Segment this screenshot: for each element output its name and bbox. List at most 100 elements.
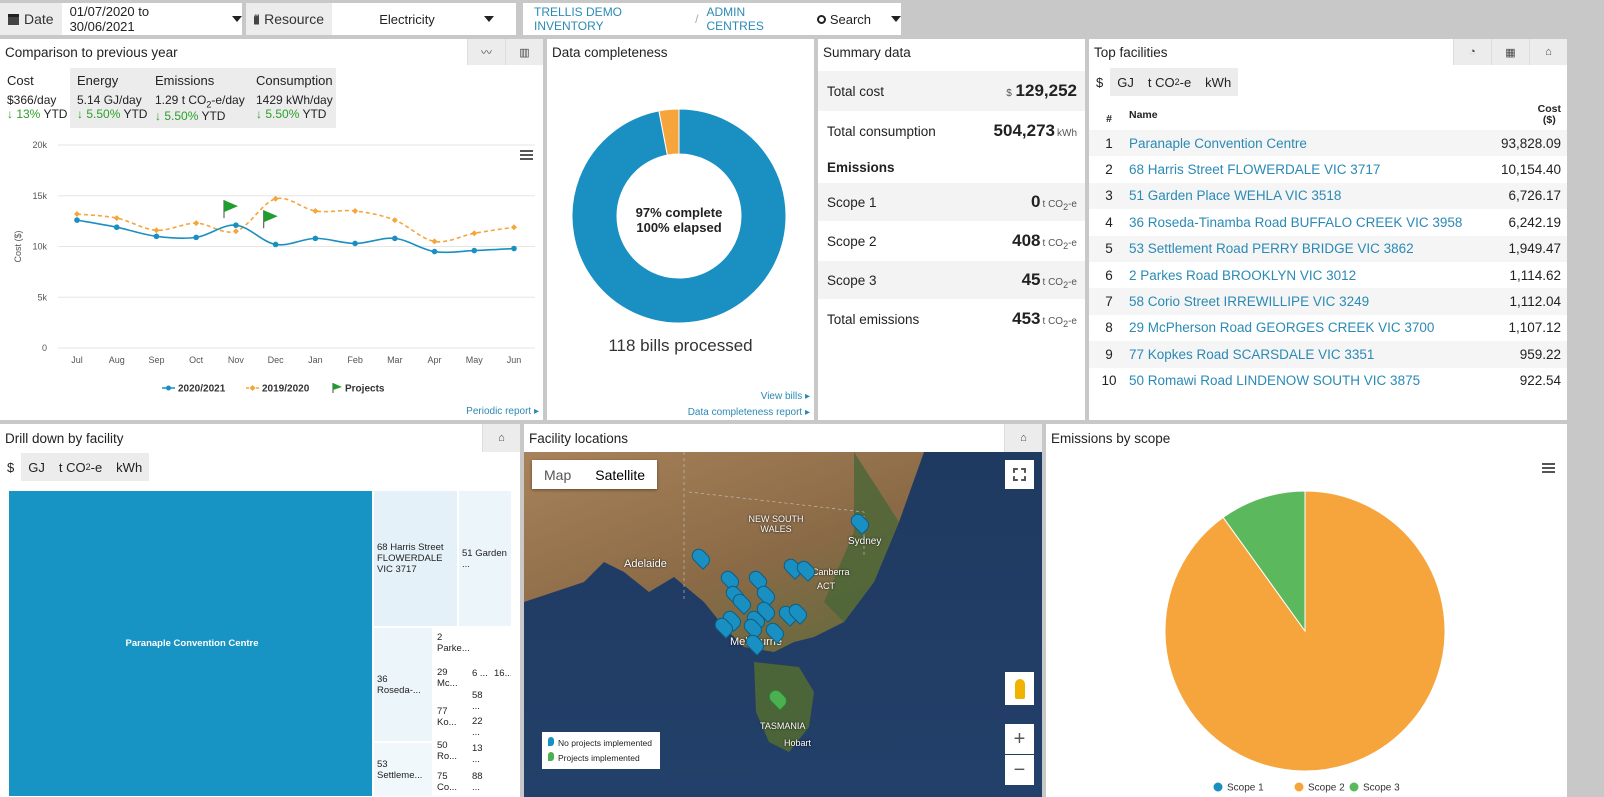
table-row[interactable]: 9 77 Kopkes Road SCARSDALE VIC 3351 959.22 [1089,341,1567,368]
green-pin-icon [548,752,554,761]
treemap-cell[interactable] [490,714,512,740]
breadcrumb-admin-centres[interactable]: ADMIN CENTRES [706,5,764,33]
legend-marker [1349,782,1359,792]
treemap-cell[interactable] [490,767,512,797]
resource-value[interactable]: Electricity [379,11,435,27]
total-emissions-label: Total emissions [827,311,920,327]
series-line [76,197,515,243]
tab-co2e[interactable]: t CO 2 -e [58,459,103,475]
zoom-in-button[interactable]: + [1005,724,1034,754]
zoom-out-button[interactable]: − [1005,755,1034,785]
treemap-cell[interactable] [490,740,512,767]
facility-link[interactable]: 58 Corio Street IRREWILLIPE VIC 3249 [1129,294,1370,310]
chart-menu-icon[interactable] [520,150,533,160]
date-range-value[interactable]: 01/07/2020 to 30/06/2021 [69,4,150,34]
facility-link[interactable]: Paranaple Convention Centre [1129,135,1307,151]
treemap-cell[interactable]: 16... [490,658,512,688]
bar-chart-icon[interactable]: ▥ [505,39,543,65]
periodic-report-link[interactable]: Periodic report ▸ [466,406,539,417]
completeness-donut[interactable] [571,108,787,324]
home-icon[interactable]: ⌂ [1004,424,1042,452]
treemap-cell[interactable]: 29 Mc... [433,658,468,698]
view-bills-link[interactable]: View bills ▸ [760,391,810,402]
chevron-down-icon[interactable] [891,16,902,22]
table-row[interactable]: 10 50 Romawi Road LINDENOW SOUTH VIC 3875… [1089,368,1567,394]
treemap-cell[interactable]: 77 Ko... [433,698,468,735]
data-point [233,222,239,228]
tab-co2e[interactable]: t CO 2 -e [1147,74,1192,90]
treemap-cell[interactable]: 22 ... [468,714,490,740]
table-row[interactable]: 8 29 McPherson Road GEORGES CREEK VIC 370… [1089,315,1567,341]
data-point [431,238,438,245]
treemap-cell[interactable] [490,688,512,714]
map-button[interactable]: Map [544,466,572,483]
facility-link[interactable]: 53 Settlement Road PERRY BRIDGE VIC 3862 [1129,241,1414,257]
chart-menu-icon[interactable] [1542,463,1555,473]
facility-link[interactable]: 68 Harris Street FLOWERDALE VIC 3717 [1129,162,1381,178]
fullscreen-button[interactable] [1005,460,1034,489]
treemap-cell[interactable]: 2 Parke... [433,627,473,658]
pie-chart-icon[interactable]: ◔ [1453,39,1491,65]
tab-kwh[interactable]: kWh [116,459,143,475]
treemap-cell[interactable]: Paranaple Convention Centre [8,490,373,797]
chevron-down-icon[interactable] [484,16,494,22]
facility-link[interactable]: 50 Romawi Road LINDENOW SOUTH VIC 3875 [1129,373,1421,389]
table-row[interactable]: 3 51 Garden Place WEHLA VIC 3518 6,726.17 [1089,182,1567,210]
treemap-cell[interactable]: 13 ... [468,740,490,767]
series-line [76,219,515,254]
home-icon[interactable]: ⌂ [482,424,520,452]
grid-icon[interactable]: ▦ [1491,39,1529,65]
date-filter[interactable]: Date 01/07/2020 to 30/06/2021 [0,3,242,35]
cost-cell: 959.22 [1494,341,1567,368]
table-row[interactable]: 2 68 Harris Street FLOWERDALE VIC 3717 10,… [1089,156,1567,182]
cost-line-chart[interactable]: 0 5k 10k 15k 20k Cost ($) Jul Aug Sep Oct Nov Dec Ja… [0,135,543,400]
table-row[interactable]: 4 36 Roseda-Tinamba Road BUFFALO CREEK VI… [1089,209,1567,235]
chevron-down-icon[interactable] [232,16,242,22]
satellite-button[interactable]: Satellite [595,466,646,483]
treemap-cell[interactable]: 36 Roseda-... [373,627,433,742]
search-button[interactable]: Search [829,11,872,27]
treemap-cell[interactable] [473,627,512,658]
kpi-consumption[interactable]: Consumption 1429 kWh/day ↓ 5.50% YTD [251,68,336,128]
treemap-cell[interactable]: 75 Co... [433,767,468,797]
kpi-cost[interactable]: Cost $366/day ↓ 13% YTD [0,68,70,128]
resource-label-box: Resource [246,3,332,35]
satellite-map[interactable]: Map Satellite + − NEW SOUTH WALES Sydney… [524,452,1042,797]
resource-filter[interactable]: Resource Electricity [246,3,516,35]
kpi-emissions[interactable]: Emissions 1.29 t CO2-e/day ↓ 5.50% YTD [150,68,251,128]
tab-dollar[interactable]: $ [0,453,22,481]
treemap-cell[interactable]: 88 ... [468,767,490,797]
data-point [74,217,80,223]
treemap-cell[interactable]: 58 ... [468,688,490,714]
facility-link[interactable]: 2 Parkes Road BROOKLYN VIC 3012 [1129,267,1357,283]
facility-link[interactable]: 51 Garden Place WEHLA VIC 3518 [1129,188,1342,204]
breadcrumb-inventory[interactable]: TRELLIS DEMO INVENTORY [534,5,623,33]
treemap-cell[interactable]: 51 Garden ... [458,490,512,627]
street-view-pegman[interactable] [1005,672,1034,705]
rank-cell: 6 [1105,267,1113,283]
facilities-table-header: # Name Cost ($) [1089,99,1567,130]
completeness-report-link[interactable]: Data completeness report ▸ [687,407,810,418]
treemap-cell[interactable]: 50 Ro... [433,735,468,767]
kpi-energy[interactable]: Energy 5.14 GJ/day ↓ 5.50% YTD [70,68,150,128]
treemap-cell[interactable]: 6 ... [468,658,490,688]
facility-link[interactable]: 36 Roseda-Tinamba Road BUFFALO CREEK VIC… [1129,214,1463,230]
search-icon[interactable] [817,14,826,24]
home-icon[interactable]: ⌂ [1529,39,1567,65]
facility-link[interactable]: 29 McPherson Road GEORGES CREEK VIC 3700 [1129,320,1435,336]
facility-link[interactable]: 77 Kopkes Road SCARSDALE VIC 3351 [1129,346,1375,362]
table-row[interactable]: 7 58 Corio Street IRREWILLIPE VIC 3249 1,1… [1089,288,1567,315]
treemap-cell[interactable]: 68 Harris Street FLOWERDALE VIC 3717 [373,490,458,627]
emissions-pie-chart[interactable]: Scope 1 Scope 2 Scope 3 [1046,452,1567,797]
tab-gj[interactable]: GJ [28,459,45,475]
tab-gj[interactable]: GJ [1117,74,1134,90]
legend-marker [1213,782,1223,792]
col-number: # [1106,112,1112,125]
line-chart-icon[interactable]: 〰 [467,39,505,65]
table-row[interactable]: 1 Paranaple Convention Centre 93,828.09 [1089,130,1567,157]
table-row[interactable]: 5 53 Settlement Road PERRY BRIDGE VIC 386… [1089,235,1567,262]
tab-dollar[interactable]: $ [1089,68,1111,96]
table-row[interactable]: 6 2 Parkes Road BROOKLYN VIC 3012 1,114.62 [1089,262,1567,288]
tab-kwh[interactable]: kWh [1205,74,1232,90]
treemap-cell[interactable]: 53 Settleme... [373,742,433,797]
